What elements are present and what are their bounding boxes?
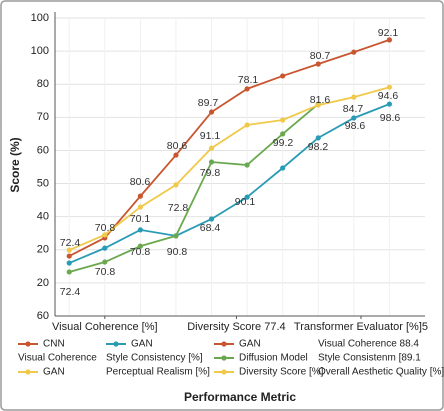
- legend-label: Visual Coherence 88.4: [318, 339, 419, 350]
- data-label: 72.4: [60, 237, 81, 249]
- data-point: [102, 232, 108, 238]
- data-point: [173, 152, 179, 158]
- data-label: 79.8: [200, 167, 221, 179]
- data-point: [315, 102, 321, 108]
- data-point: [244, 122, 250, 128]
- data-point: [244, 194, 250, 200]
- data-point: [386, 84, 393, 90]
- series-line: [68, 103, 319, 273]
- data-label: 70.1: [130, 213, 151, 225]
- legend-label: GAN: [131, 339, 153, 350]
- data-point: [351, 94, 357, 100]
- legend-label: Perceptual Realism [%]: [106, 367, 210, 378]
- data-point: [351, 49, 357, 55]
- data-label: 70.8: [130, 246, 151, 258]
- legend-label: Style Consistenm [89.1: [318, 353, 421, 364]
- data-point: [137, 243, 143, 249]
- data-label: 89.7: [198, 97, 219, 109]
- data-point: [280, 165, 286, 171]
- y-tick-label: 100: [31, 45, 49, 57]
- data-label: 78.1: [238, 74, 259, 86]
- y-tick-label: 100: [31, 12, 49, 24]
- data-point: [386, 37, 393, 43]
- x-tick-label: Visual Coherence [%]: [52, 321, 158, 333]
- legend-swatch-dot: [25, 341, 31, 347]
- series-line: [68, 103, 390, 264]
- y-tick-label: 80: [37, 78, 49, 90]
- data-label: 80.6: [167, 140, 188, 152]
- legend-label: Visual Coherence: [18, 353, 97, 364]
- legend-swatch-dot: [221, 341, 227, 347]
- data-label: 90.8: [167, 246, 188, 258]
- x-tick-label: Diversity Score 77.4: [187, 321, 285, 333]
- y-tick-label: 40: [37, 211, 49, 223]
- data-point: [208, 145, 215, 151]
- y-tick-label: 70: [37, 111, 49, 123]
- x-axis-label: Performance Metric: [184, 390, 296, 404]
- data-point: [137, 227, 143, 233]
- y-tick-label: 50: [37, 177, 49, 189]
- data-point: [386, 101, 393, 107]
- series-line: [68, 39, 390, 257]
- legend-label: Overall Aesthetic Quality [%]: [318, 367, 444, 378]
- data-point: [280, 73, 286, 79]
- legend-label: GAN: [43, 367, 65, 378]
- data-point: [244, 162, 250, 168]
- legend-swatch-dot: [221, 369, 227, 375]
- data-point: [244, 86, 250, 92]
- data-point: [208, 216, 215, 222]
- data-label: 72.8: [168, 202, 189, 214]
- data-point: [173, 182, 179, 188]
- data-label: 98.6: [380, 112, 401, 124]
- data-point: [208, 109, 215, 115]
- y-tick-label: 20: [37, 277, 49, 289]
- data-point: [315, 135, 321, 141]
- data-point: [137, 204, 143, 210]
- data-label: 90.1: [235, 196, 256, 208]
- legend-swatch-dot: [221, 355, 227, 361]
- data-label: 84.7: [343, 103, 364, 115]
- data-point: [351, 115, 357, 121]
- data-label: 72.4: [60, 286, 81, 298]
- data-label: 99.2: [273, 137, 294, 149]
- data-point: [66, 253, 72, 259]
- data-label: 68.4: [200, 222, 221, 234]
- data-label: 80.7: [310, 50, 331, 62]
- legend-swatch-dot: [113, 341, 119, 347]
- data-label: 92.1: [378, 27, 399, 39]
- data-point: [66, 269, 72, 275]
- data-label: 94.6: [378, 90, 399, 102]
- data-label: 70.8: [95, 266, 116, 278]
- data-point: [208, 159, 215, 165]
- y-tick-label: 20: [37, 244, 49, 256]
- data-point: [280, 117, 286, 123]
- data-point: [280, 131, 286, 137]
- legend-swatch-dot: [25, 369, 31, 375]
- series-line: [68, 86, 390, 251]
- data-point: [173, 233, 179, 239]
- data-point: [66, 260, 72, 266]
- legend-label: Diversity Score [%]: [239, 367, 324, 378]
- data-point: [102, 245, 108, 251]
- data-point: [66, 247, 72, 253]
- data-label: 70.8: [95, 222, 116, 234]
- legend-label: Style Consistency [%]: [106, 353, 203, 364]
- data-label: 98.6: [345, 120, 366, 132]
- x-tick-label: Transformer Evaluator [%]5: [294, 321, 428, 333]
- legend-label: Diffusion Model: [239, 353, 308, 364]
- y-tick-label: 60: [37, 144, 49, 156]
- y-axis-label: Score (%): [8, 137, 22, 192]
- data-point: [137, 193, 143, 199]
- legend-label: GAN: [239, 339, 261, 350]
- legend-label: CNN: [43, 339, 65, 350]
- data-label: 81.6: [310, 94, 331, 106]
- y-tick-label: 60: [37, 310, 49, 322]
- data-label: 91.1: [200, 130, 221, 142]
- data-point: [315, 61, 321, 67]
- data-label: 80.6: [130, 176, 151, 188]
- data-point: [102, 259, 108, 265]
- data-label: 98.2: [308, 141, 329, 153]
